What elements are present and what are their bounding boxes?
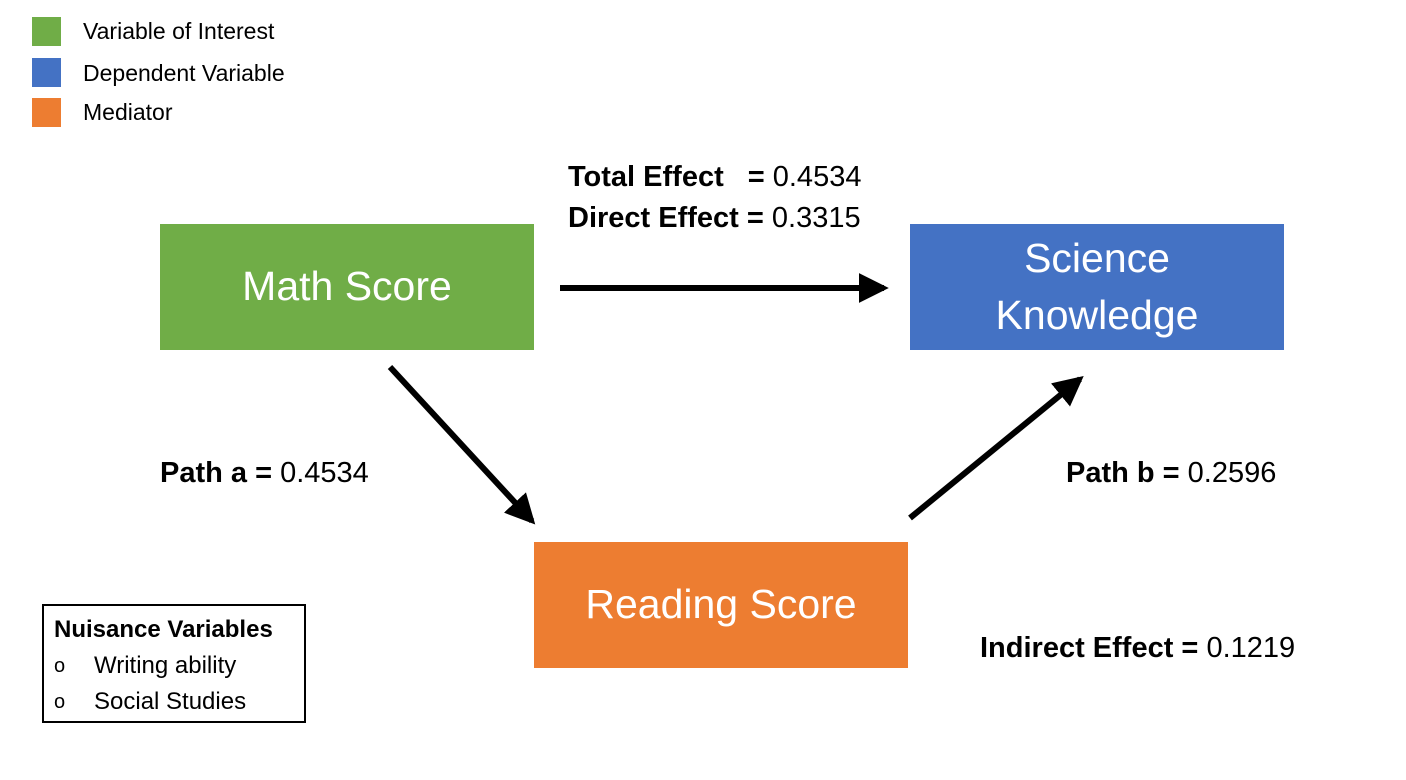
legend-swatch-variable-of-interest — [32, 17, 61, 46]
arrow-math-to-reading — [387, 364, 536, 525]
direct-effect: Direct Effect = 0.3315 — [568, 198, 861, 239]
path-b: Path b = 0.2596 — [1066, 453, 1276, 494]
path-a-value: 0.4534 — [280, 457, 369, 489]
path-a: Path a = 0.4534 — [160, 453, 369, 494]
bullet-icon: o — [54, 691, 66, 713]
nuisance-variables-title: Nuisance Variables — [54, 616, 273, 643]
science-knowledge-box: Science Knowledge — [910, 224, 1284, 350]
legend-label-mediator: Mediator — [83, 99, 173, 125]
nuisance-item-label: Social Studies — [94, 688, 247, 715]
indirect-effect-label: Indirect Effect = — [980, 632, 1199, 664]
path-a-label: Path a = — [160, 457, 273, 489]
reading-score-label: Reading Score — [585, 581, 857, 628]
direct-effect-value: 0.3315 — [771, 202, 861, 234]
bullet-icon: o — [54, 655, 66, 677]
total-effect-label: Total Effect — [568, 161, 724, 193]
legend-swatch-dependent-variable — [32, 58, 61, 87]
nuisance-item-label: Writing ability — [94, 652, 237, 679]
nuisance-item-social: o Social Studies — [54, 684, 304, 720]
legend-label-dependent-variable: Dependent Variable — [83, 60, 285, 86]
indirect-effect-value: 0.1219 — [1206, 632, 1296, 664]
total-effect-value: 0.4534 — [772, 161, 862, 193]
total-effect-equals: = — [747, 161, 765, 193]
total-effect: Total Effect = 0.4534 — [568, 157, 861, 198]
direct-effect-label: Direct Effect = — [568, 202, 764, 234]
science-knowledge-line1: Science — [1024, 234, 1170, 281]
math-score-box: Math Score — [160, 224, 534, 350]
path-b-value: 0.2596 — [1187, 457, 1277, 489]
arrow-reading-to-science — [908, 375, 1084, 521]
nuisance-item-writing: o Writing ability — [54, 648, 304, 684]
reading-score-box: Reading Score — [534, 542, 908, 668]
math-score-label: Math Score — [242, 263, 452, 310]
science-knowledge-line2: Knowledge — [995, 292, 1199, 338]
indirect-effect: Indirect Effect = 0.1219 — [980, 628, 1295, 669]
legend-swatch-mediator — [32, 98, 61, 127]
path-b-label: Path b = — [1066, 457, 1180, 489]
legend-label-variable-of-interest: Variable of Interest — [83, 18, 275, 44]
nuisance-variables-box: Nuisance Variables o Writing ability o S… — [42, 604, 306, 723]
